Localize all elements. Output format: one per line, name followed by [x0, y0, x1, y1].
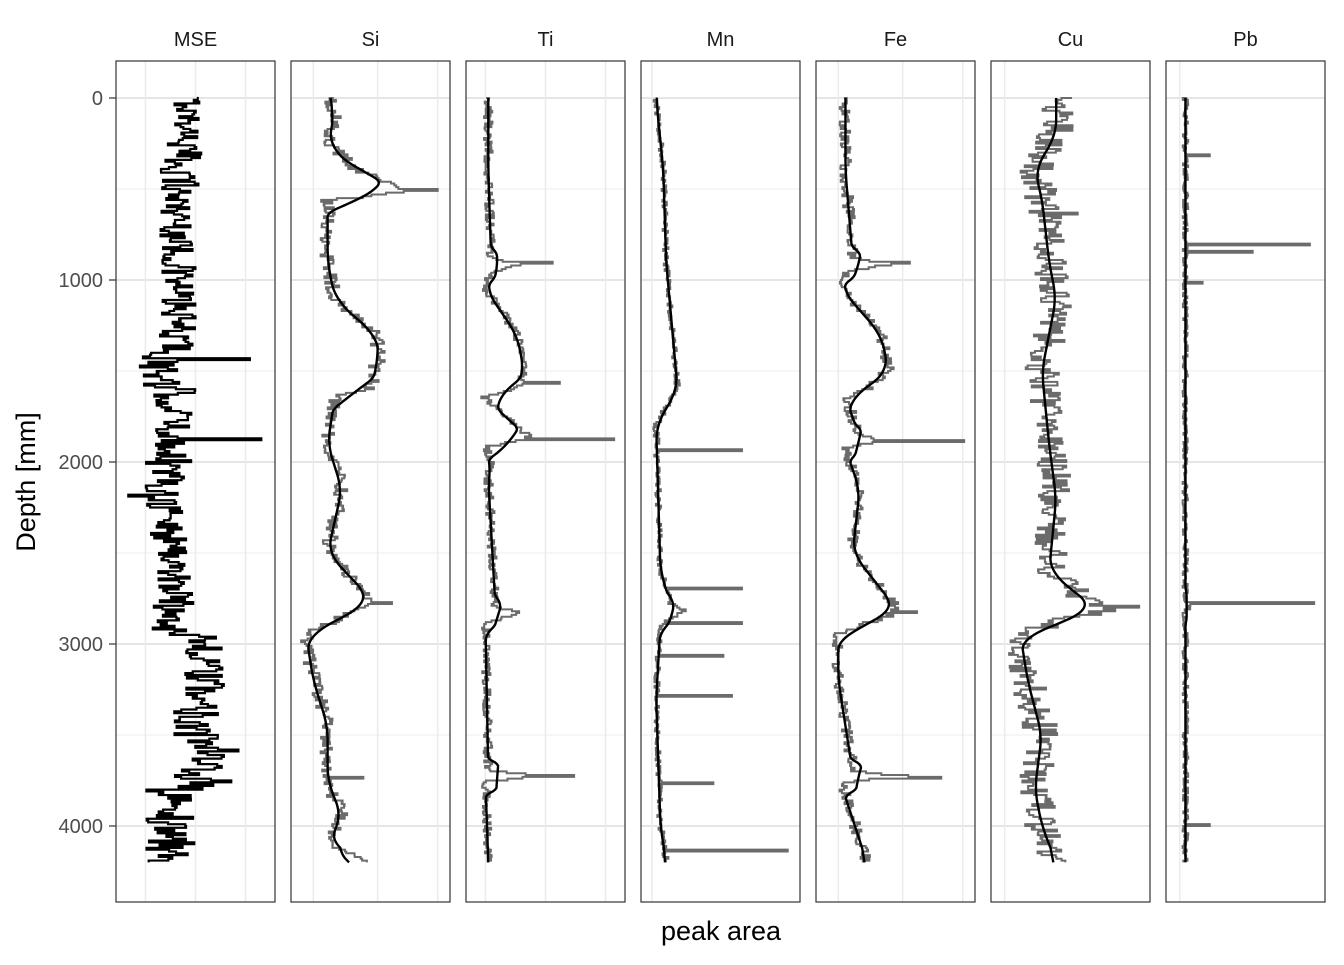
y-tick-label: 1000 — [59, 270, 104, 292]
panel-background — [1166, 61, 1325, 902]
panel-cu: Cu — [990, 29, 1151, 903]
panel-background — [816, 61, 975, 902]
panel-plot-area — [641, 61, 800, 902]
panel-title: Fe — [884, 29, 907, 51]
panel-title: Mn — [707, 29, 735, 51]
raw-series-line — [1008, 97, 1141, 863]
panel-title: Si — [362, 29, 380, 51]
panel-ti: Ti — [465, 29, 626, 903]
smoothed-series-line — [1021, 98, 1086, 863]
panel-pb: Pb — [1165, 29, 1326, 903]
panel-title: Cu — [1058, 29, 1084, 51]
panel-plot-area — [1166, 61, 1325, 902]
panel-si: Si — [290, 29, 451, 903]
panel-background — [991, 61, 1150, 902]
smoothed-series-line — [484, 98, 524, 863]
panel-plot-area — [816, 61, 975, 902]
panel-border — [465, 60, 626, 903]
panel-border — [990, 60, 1151, 903]
panel-mse: MSE — [115, 29, 276, 903]
panel-border — [290, 60, 451, 903]
panel-mn: Mn — [640, 29, 801, 903]
panel-title: Pb — [1233, 29, 1257, 51]
facet-panels: MSE Si Ti Mn Fe Cu Pb — [115, 29, 1326, 903]
y-tick-label: 4000 — [59, 816, 104, 838]
panel-border — [815, 60, 976, 903]
x-axis-label: peak area — [661, 916, 782, 946]
smoothed-series-line — [655, 97, 678, 863]
panel-background — [291, 61, 450, 902]
y-tick-label: 2000 — [59, 452, 104, 474]
y-tick-label: 3000 — [59, 634, 104, 656]
panel-title: MSE — [174, 29, 217, 51]
panel-border — [115, 60, 276, 903]
panel-title: Ti — [538, 29, 554, 51]
panel-fe: Fe — [815, 29, 976, 903]
y-axis-label: Depth [mm] — [11, 412, 41, 552]
y-tick-label: 0 — [92, 88, 103, 110]
smoothed-series-line — [837, 98, 891, 863]
smoothed-series-line — [1184, 98, 1188, 863]
raw-series-line — [127, 96, 263, 863]
panel-plot-area — [116, 61, 275, 902]
panel-plot-area — [466, 61, 625, 902]
smoothed-series-line — [307, 97, 381, 864]
panel-plot-area — [991, 61, 1150, 902]
panel-plot-area — [291, 61, 450, 902]
panel-border — [1165, 60, 1326, 903]
y-axis: 0 1000 2000 3000 4000 — [59, 88, 116, 838]
panel-border — [640, 60, 801, 903]
